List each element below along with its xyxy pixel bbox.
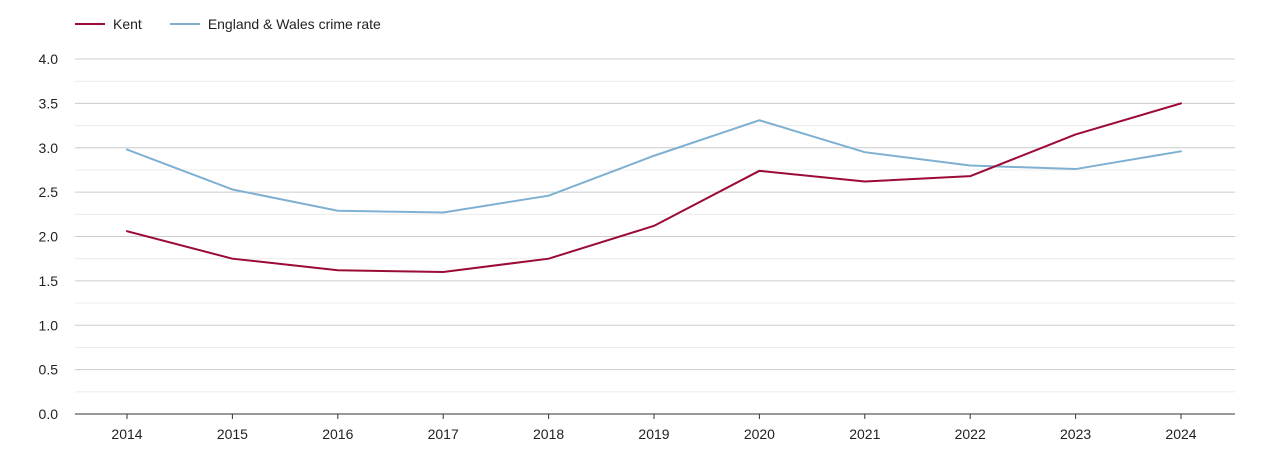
x-tick-label: 2014 (111, 426, 142, 442)
y-tick-label: 0.5 (39, 362, 59, 378)
x-tick-label: 2015 (217, 426, 248, 442)
chart-legend: Kent England & Wales crime rate (75, 16, 381, 32)
y-tick-label: 2.5 (39, 184, 59, 200)
y-tick-label: 1.0 (39, 317, 59, 333)
legend-item-kent: Kent (75, 16, 142, 32)
legend-label-england-wales: England & Wales crime rate (207, 16, 381, 32)
y-tick-label: 2.0 (39, 229, 59, 245)
x-tick-label: 2024 (1165, 426, 1196, 442)
legend-item-england-wales: England & Wales crime rate (169, 16, 381, 32)
x-tick-label: 2022 (955, 426, 986, 442)
x-tick-label: 2016 (322, 426, 353, 442)
y-tick-label: 0.0 (39, 406, 59, 422)
x-tick-label: 2021 (849, 426, 880, 442)
x-tick-label: 2019 (638, 426, 669, 442)
y-tick-label: 3.0 (39, 140, 59, 156)
legend-swatch-england-wales (169, 23, 200, 25)
series-line-england-wales (126, 119, 1182, 214)
series-line-kent (126, 102, 1182, 273)
legend-label-kent: Kent (113, 16, 142, 32)
x-tick-label: 2020 (744, 426, 775, 442)
x-tick-label: 2023 (1060, 426, 1091, 442)
x-tick-label: 2018 (533, 426, 564, 442)
legend-swatch-kent (75, 23, 105, 25)
y-tick-label: 1.5 (39, 273, 59, 289)
y-tick-label: 4.0 (39, 51, 59, 67)
x-tick-label: 2017 (428, 426, 459, 442)
y-tick-label: 3.5 (39, 95, 59, 111)
